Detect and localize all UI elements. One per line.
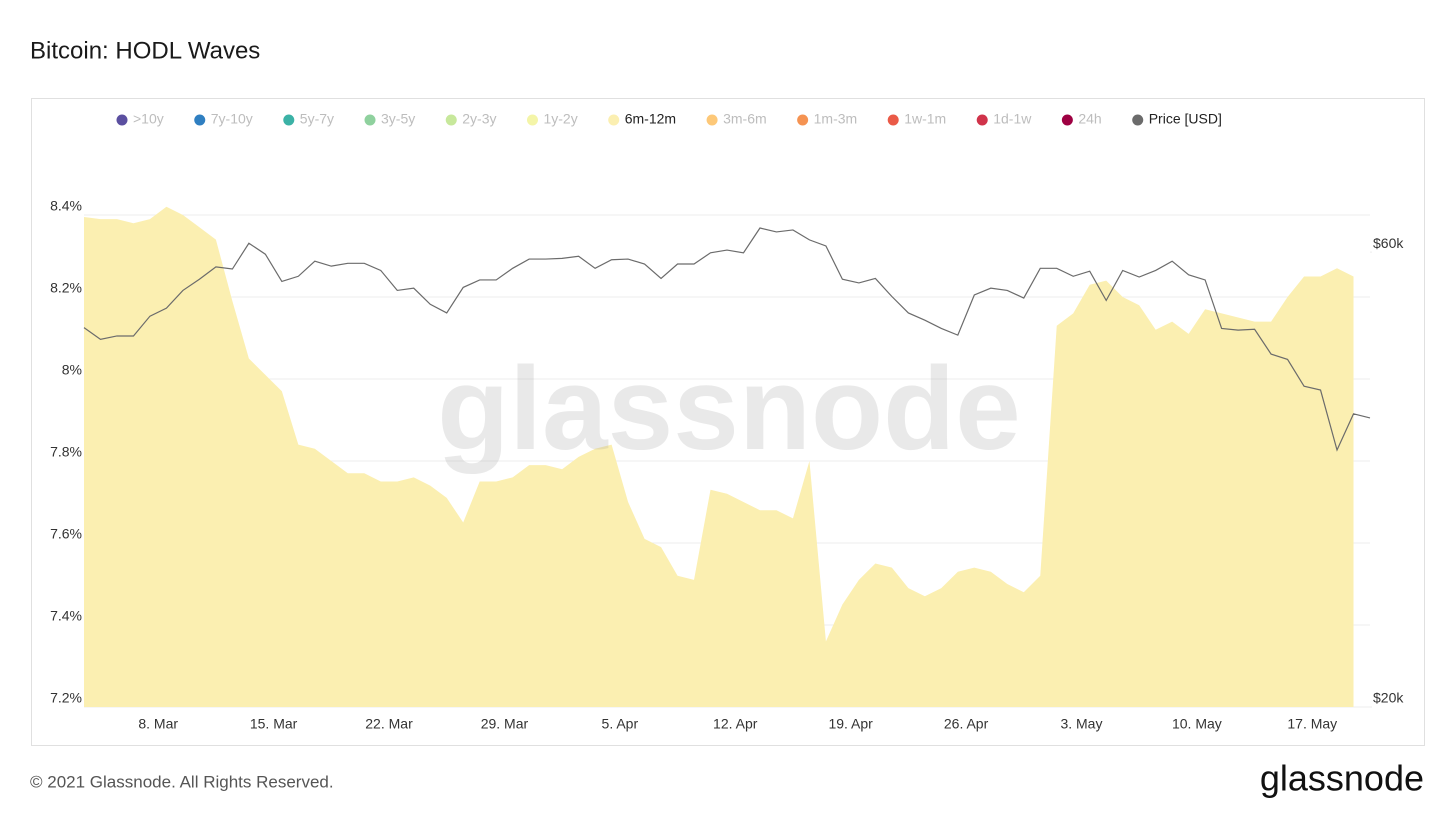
- legend-marker: [194, 114, 206, 126]
- legend-marker: [1132, 114, 1144, 126]
- y-tick-label: 8.2%: [50, 280, 82, 296]
- y2-tick-label: $60k: [1373, 235, 1404, 251]
- y-tick-label: 7.2%: [50, 690, 82, 706]
- chart-frame: [31, 98, 1425, 746]
- x-tick-label: 5. Apr: [602, 716, 639, 732]
- y-tick-label: 7.4%: [50, 608, 82, 624]
- legend-marker: [887, 114, 899, 126]
- x-tick-label: 29. Mar: [481, 716, 529, 732]
- footer: © 2021 Glassnode. All Rights Reserved.: [30, 772, 334, 791]
- chart-title: Bitcoin: HODL Waves: [30, 37, 260, 64]
- legend-marker: [976, 114, 988, 126]
- x-tick-label: 19. Apr: [828, 716, 873, 732]
- x-tick-label: 17. May: [1287, 716, 1337, 732]
- x-tick-label: 3. May: [1060, 716, 1102, 732]
- area: [84, 206, 1354, 708]
- legend-label: 24h: [1078, 111, 1101, 127]
- legend-marker: [797, 114, 809, 126]
- x-tick-label: 12. Apr: [713, 716, 758, 732]
- legend-label: 7y-10y: [211, 111, 253, 127]
- legend-label: >10y: [133, 111, 164, 127]
- y2-tick-label: $20k: [1373, 690, 1404, 706]
- legend-label: 3m-6m: [723, 111, 767, 127]
- y-tick-label: 7.8%: [50, 444, 82, 460]
- legend-marker: [526, 114, 538, 126]
- legend-marker: [364, 114, 376, 126]
- x-tick-label: 10. May: [1172, 716, 1222, 732]
- legend-label: Price [USD]: [1149, 111, 1222, 127]
- legend-label: 1d-1w: [993, 111, 1032, 127]
- legend-label: 6m-12m: [625, 111, 676, 127]
- legend-marker: [445, 114, 457, 126]
- legend-label: 1w-1m: [904, 111, 946, 127]
- legend-label: 1y-2y: [543, 111, 577, 127]
- legend-label: 1m-3m: [814, 111, 858, 127]
- x-tick-label: 15. Mar: [250, 716, 298, 732]
- legend-marker: [116, 114, 128, 126]
- y-tick-label: 8%: [62, 362, 82, 378]
- y-tick-label: 7.6%: [50, 526, 82, 542]
- legend-marker: [706, 114, 718, 126]
- legend-label: 2y-3y: [462, 111, 496, 127]
- logo: glassnode: [1260, 758, 1424, 799]
- x-tick-label: 8. Mar: [138, 716, 178, 732]
- watermark: glassnode: [437, 343, 1021, 475]
- legend-marker: [608, 114, 620, 126]
- legend-marker: [1061, 114, 1073, 126]
- price-line: [83, 227, 1371, 452]
- legend-label: 5y-7y: [300, 111, 334, 127]
- legend-label: 3y-5y: [381, 111, 415, 127]
- x-tick-label: 26. Apr: [944, 716, 989, 732]
- x-tick-label: 22. Mar: [365, 716, 413, 732]
- y-tick-label: 8.4%: [50, 198, 82, 214]
- legend-marker: [283, 114, 295, 126]
